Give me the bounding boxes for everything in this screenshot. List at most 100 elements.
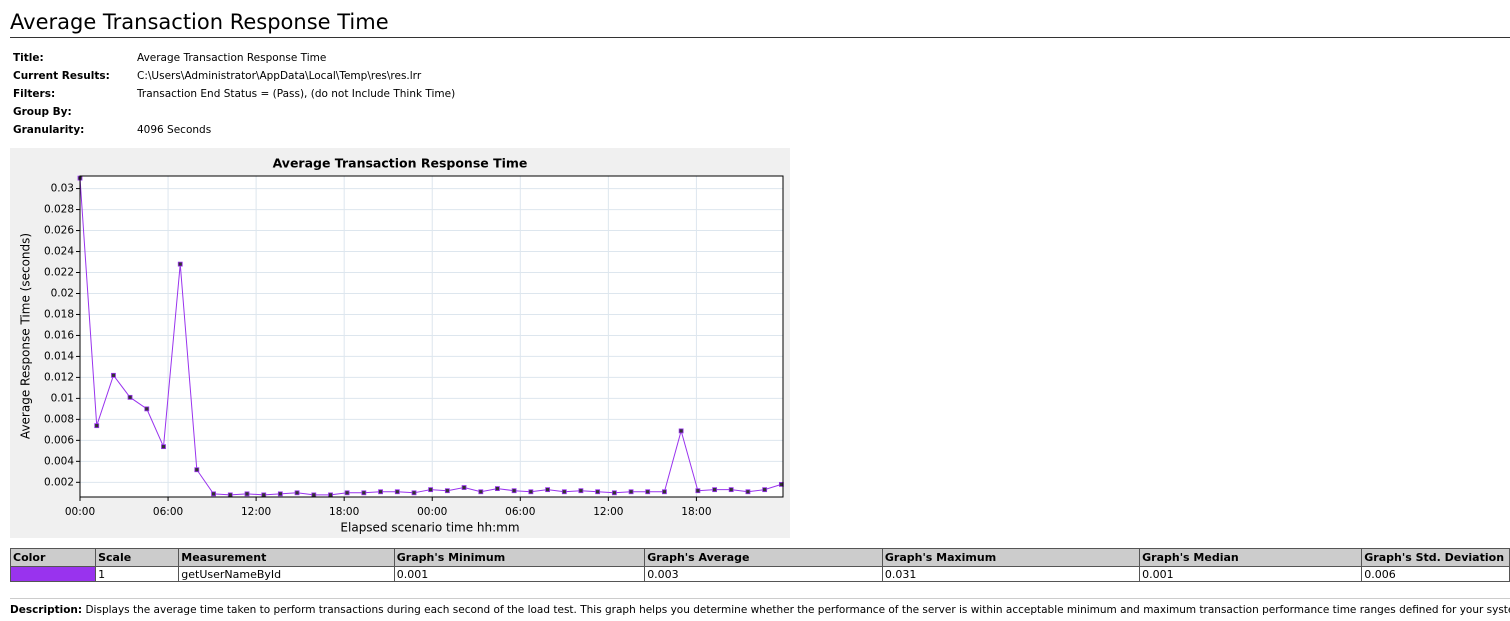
x-tick-label: 12:00 [241,506,271,518]
measurement-table: Color Scale Measurement Graph's Minimum Grap… [9,548,1510,582]
data-point [611,490,617,496]
data-point [177,261,183,267]
description-text: Displays the average time taken to perfo… [85,604,1510,616]
x-tick-label: 18:00 [329,506,359,518]
y-tick-label: 0.014 [44,350,74,362]
data-point [678,428,684,434]
info-label: Filters: [13,88,56,100]
column-header: Scale [95,548,180,567]
info-row: Current Results: C:\Users\Administrator\A… [13,67,455,85]
data-point [161,444,166,450]
table-cell: 0.031 [881,566,1141,582]
data-point [344,490,350,496]
data-point [712,487,718,493]
data-point [528,489,534,495]
x-tick-label: 00:00 [417,506,447,518]
info-label: Title: [13,52,44,64]
table-row: 1 getUserNameById 0.001 0.003 0.031 0.001 0.00… [9,566,1510,582]
info-value: Transaction End Status = (Pass), (do not… [137,88,456,100]
data-point [111,372,116,378]
plot-border [79,175,784,498]
data-point [428,487,434,493]
y-tick-label: 0.008 [44,413,74,425]
table-body: 1 getUserNameById 0.001 0.003 0.031 0.001 0.00… [9,566,1510,582]
data-point [394,489,400,495]
data-point [328,492,333,498]
x-axis-label: Elapsed scenario time hh:mm [340,521,519,535]
y-tick-label: 0.022 [44,267,74,279]
y-tick-label: 0.03 [51,183,74,195]
table-cell: 1 [95,566,180,582]
data-point [277,491,283,497]
data-point [478,489,484,495]
y-tick-label: 0.012 [44,371,74,383]
y-tick-label: 0.026 [44,225,74,237]
data-point [561,489,567,495]
color-swatch [9,566,97,582]
x-tick-label: 06:00 [153,506,183,518]
description: Description: Displays the average time t… [10,598,1510,616]
column-header: Graph's Minimum [393,548,646,567]
chart-title: Average Transaction Response Time [273,156,528,171]
data-point [511,488,517,494]
x-tick-label: 06:00 [505,506,535,518]
data-point [762,487,768,493]
column-header: Graph's Std. Deviation [1361,548,1510,567]
data-point [662,489,667,495]
data-point [411,490,417,496]
info-label: Current Results: [13,70,110,82]
data-point [628,489,634,495]
data-point [578,488,584,494]
info-row: Group By: [13,103,455,121]
info-value: 4096 Seconds [137,124,212,136]
data-point [194,467,200,473]
y-tick-label: 0.01 [51,392,74,404]
y-axis-label: Average Response Time (seconds) [19,233,33,439]
y-tick-label: 0.02 [51,287,74,299]
info-row: Title: Average Transaction Response Time [13,49,455,67]
x-tick-label: 12:00 [593,506,623,518]
info-block: Title: Average Transaction Response Time C… [13,49,455,139]
column-header: Graph's Median [1139,548,1363,567]
data-point [695,488,701,494]
data-point [461,485,467,490]
info-row: Filters: Transaction End Status = (Pass),… [13,85,455,103]
data-point [94,423,100,429]
table-cell: 0.006 [1361,566,1510,582]
y-tick-label: 0.024 [44,246,74,258]
data-point [311,492,317,498]
y-tick-label: 0.016 [44,329,74,341]
page-title: Average Transaction Response Time [10,10,389,34]
data-point [127,394,133,400]
info-value: Average Transaction Response Time [137,52,327,64]
column-header: Graph's Average [644,548,883,567]
data-point [261,492,267,498]
data-point [545,487,550,493]
data-point [494,486,500,492]
table-cell: 0.003 [644,566,883,582]
info-value: C:\Users\Administrator\AppData\Local\Tem… [137,70,422,82]
plot-area [79,175,784,498]
data-point [745,489,751,495]
data-point [645,489,651,495]
data-point [144,406,150,412]
y-tick-label: 0.002 [44,476,74,488]
info-label: Granularity: [13,124,85,136]
data-point [211,491,216,497]
column-header: Graph's Maximum [881,548,1141,567]
column-header: Measurement [178,548,395,567]
x-tick-label: 18:00 [681,506,711,518]
info-row: Granularity: 4096 Seconds [13,121,455,139]
y-tick-label: 0.006 [44,434,74,446]
data-point [294,490,300,496]
table-cell: 0.001 [1139,566,1363,582]
data-point [227,492,233,498]
data-point [244,491,250,497]
x-tick-label: 00:00 [65,506,95,518]
data-point [728,487,734,493]
data-point [595,489,601,495]
description-label: Description: [10,604,83,616]
y-tick-label: 0.004 [44,455,74,467]
title-rule [10,37,1510,38]
